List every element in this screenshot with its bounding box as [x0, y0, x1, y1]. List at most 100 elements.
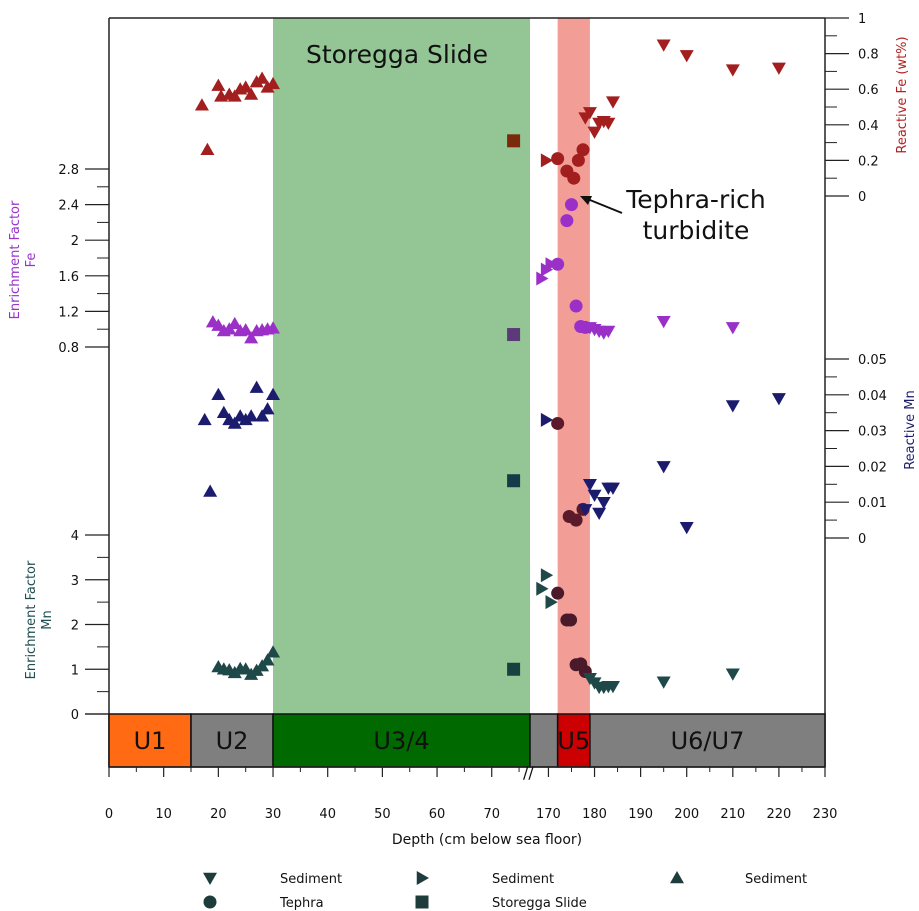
y-tick-label-reactive-fe: 0.4 — [858, 119, 879, 134]
y-tick-label-fe: 2.4 — [58, 199, 79, 214]
data-point — [238, 80, 253, 93]
y-tick-label-fe: 0.8 — [58, 341, 79, 356]
data-point — [216, 405, 231, 418]
legend-marker — [203, 872, 217, 885]
legend-marker — [203, 895, 217, 909]
shaded-region-0 — [273, 18, 530, 714]
series-2 — [197, 380, 786, 535]
data-point — [249, 380, 264, 393]
data-point — [601, 117, 616, 131]
data-point — [260, 653, 275, 666]
y-axis-label-mn-line1: Enrichment Factor — [24, 560, 39, 679]
y-tick-label-mn: 1 — [71, 663, 79, 678]
data-point — [771, 62, 786, 75]
data-point — [507, 328, 521, 342]
annotation-line-1: Tephra-rich — [625, 185, 766, 214]
x-tick-label: 70 — [483, 807, 500, 822]
y-axis-label-reactive-mn: Reactive Mn — [903, 390, 918, 470]
data-point — [211, 387, 226, 401]
data-point — [507, 662, 521, 676]
legend-label: Tephra — [279, 896, 324, 911]
data-point — [725, 400, 740, 413]
data-point — [266, 76, 281, 90]
data-point — [244, 87, 259, 100]
legend-label: Sediment — [745, 872, 807, 887]
annotation-line-2: turbidite — [643, 216, 750, 245]
data-point — [578, 504, 593, 517]
data-point — [203, 484, 218, 497]
x-tick-label: 230 — [813, 807, 838, 822]
x-tick-label: 210 — [720, 807, 745, 822]
data-point — [656, 676, 671, 689]
x-tick-label: 170 — [536, 807, 561, 822]
data-point — [227, 316, 242, 330]
x-tick-label: 60 — [429, 807, 446, 822]
unit-label: U5 — [557, 727, 590, 755]
data-point — [551, 257, 565, 271]
shaded-region-1 — [557, 18, 590, 714]
data-point — [211, 78, 226, 91]
data-point — [540, 568, 554, 583]
data-point — [567, 171, 581, 185]
data-point — [564, 613, 578, 627]
data-point — [605, 482, 620, 495]
data-point — [200, 142, 215, 155]
data-point — [582, 479, 597, 492]
y-tick-label-mn: 2 — [71, 619, 79, 634]
y-tick-label-reactive-mn: 0 — [858, 532, 866, 547]
data-point — [582, 107, 597, 120]
unit-label: U3/4 — [373, 727, 429, 755]
legend-marker — [415, 895, 429, 909]
x-tick-label: 10 — [155, 807, 172, 822]
data-point — [507, 474, 521, 488]
data-point — [507, 134, 521, 148]
data-point — [238, 323, 253, 336]
data-point — [540, 412, 554, 427]
data-point — [244, 409, 259, 422]
data-point — [255, 409, 270, 422]
data-point — [725, 64, 740, 77]
legend-label: Sediment — [492, 872, 554, 887]
unit-label: U2 — [216, 727, 249, 755]
y-tick-label-fe: 2 — [71, 234, 79, 249]
data-point — [596, 496, 611, 510]
y-axis-label-reactive-fe: Reactive Fe (wt%) — [895, 36, 910, 153]
data-point — [536, 271, 549, 286]
y-tick-label-mn: 4 — [71, 529, 79, 544]
data-point — [656, 461, 671, 474]
series-0 — [194, 39, 786, 185]
unit-block-3 — [529, 713, 559, 768]
x-tick-label: 20 — [210, 807, 227, 822]
data-point — [656, 315, 671, 329]
data-point — [605, 96, 620, 109]
axes: 0 10 20 30 40 50 60 70 170 180 190 200 210 220 2300.81… — [58, 12, 887, 822]
data-point — [679, 50, 694, 63]
unit-block-5 — [589, 713, 826, 768]
data-point — [260, 402, 275, 415]
data-point — [587, 489, 602, 503]
y-axis-label-mn-line2: Mn — [40, 610, 55, 629]
annotation-arrow — [580, 196, 623, 214]
data-point — [576, 143, 590, 157]
data-point — [545, 595, 558, 610]
y-tick-label-reactive-mn: 0.03 — [858, 425, 887, 440]
x-axis-label: Depth (cm below sea floor) — [392, 832, 582, 848]
x-tick-label: 40 — [319, 807, 336, 822]
x-tick-label: 190 — [628, 807, 653, 822]
data-point — [656, 39, 671, 52]
x-tick-label: 30 — [265, 807, 282, 822]
data-point — [227, 416, 242, 429]
axis-break-mark: // — [523, 763, 534, 782]
y-tick-label-reactive-mn: 0.04 — [858, 389, 887, 404]
x-tick-label: 50 — [374, 807, 391, 822]
y-tick-label-fe: 2.8 — [58, 163, 79, 178]
y-tick-label-reactive-mn: 0.05 — [858, 353, 887, 368]
data-point — [194, 98, 209, 111]
data-point — [587, 126, 602, 139]
y-tick-label-reactive-fe: 0.8 — [858, 48, 879, 63]
data-point — [255, 71, 270, 84]
unit-label: U6/U7 — [671, 727, 745, 755]
data-point — [679, 522, 694, 535]
y-axis-label-fe-line2: Fe — [24, 253, 39, 268]
